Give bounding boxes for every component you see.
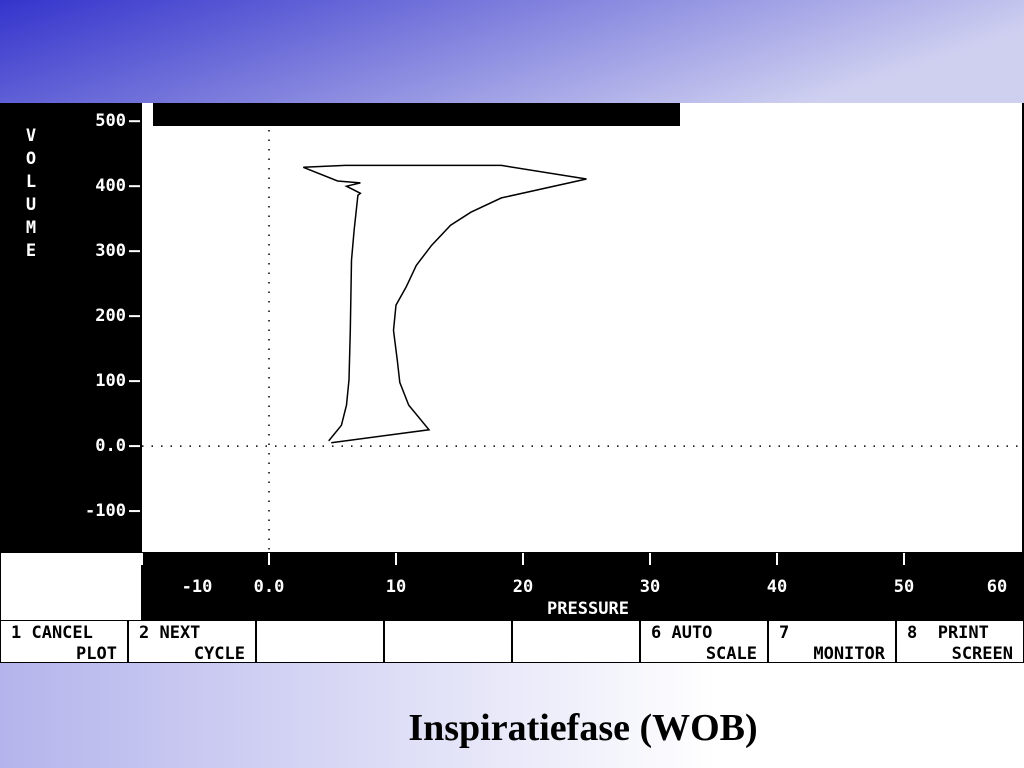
y-tick-label: 0.0 [95,436,126,456]
x-axis-title: PRESSURE [547,599,629,619]
softkey-label: SCREEN [952,644,1013,664]
x-tick-label: 30 [640,577,660,597]
softkey[interactable] [129,621,255,662]
softkey[interactable] [1,621,127,662]
softkey-label: 7 [779,623,789,643]
caption: Inspiratiefase (WOB) [408,707,757,749]
x-tick-label: 50 [894,577,914,597]
plot-area [142,103,1022,552]
softkey [385,621,511,662]
softkey[interactable] [641,621,767,662]
y-tick-label: 200 [95,306,126,326]
softkey-label: CYCLE [194,644,245,664]
y-tick-label: 400 [95,176,126,196]
softkey [513,621,639,662]
x-tick-label: 40 [767,577,787,597]
x-tick-label: 10 [386,577,406,597]
x-tick-label: 0.0 [254,577,285,597]
softkey-label: MONITOR [813,644,885,664]
softkey-label: 1 CANCEL [11,623,93,643]
softkey-label: SCALE [706,644,757,664]
x-tick-label: 60 [987,577,1007,597]
y-tick-label: -100 [85,501,126,521]
softkey [257,621,383,662]
softkey-label: 6 AUTO [651,623,712,643]
y-tick-label: 300 [95,241,126,261]
softkey[interactable] [769,621,895,662]
x-tick-label: -10 [182,577,213,597]
plot-header-bar [153,103,680,126]
corner-box [1,553,141,620]
softkey-label: PLOT [76,644,117,664]
header-band [0,0,1024,104]
softkey-label: 2 NEXT [139,623,200,643]
y-tick-label: 100 [95,371,126,391]
x-tick-label: 20 [513,577,533,597]
pv-loop [303,164,587,444]
softkey[interactable] [897,621,1023,662]
softkey-label: 8 PRINT [907,623,989,643]
y-tick-label: 500 [95,111,126,131]
